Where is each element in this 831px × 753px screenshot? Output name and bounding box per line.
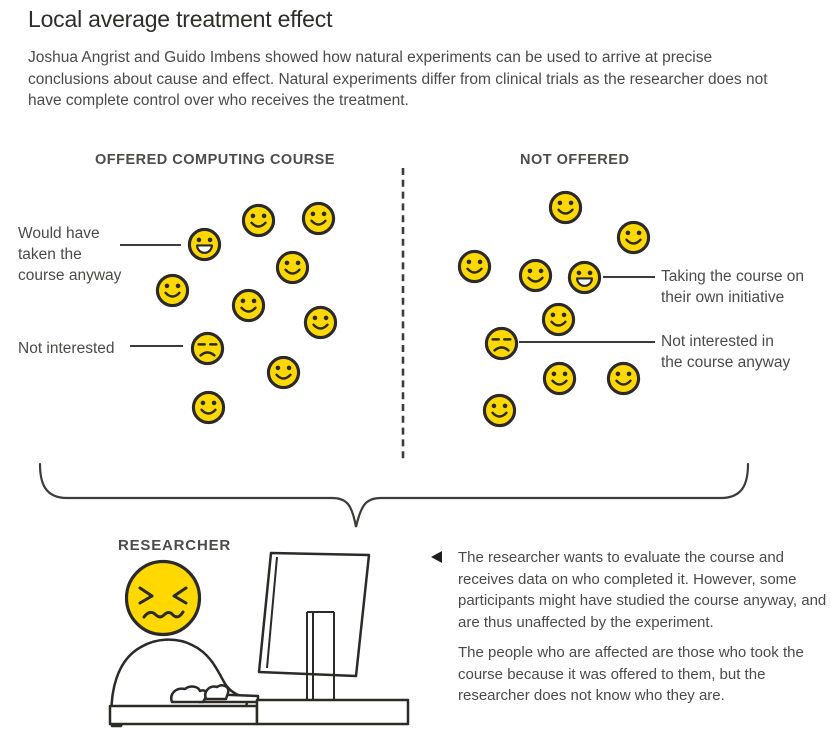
desk-right bbox=[255, 698, 410, 726]
annotation-not-interested-right: Not interested in the course anyway bbox=[661, 333, 791, 371]
desk-left bbox=[108, 704, 259, 726]
monitor-bezel-line bbox=[266, 556, 278, 669]
annotation-would-have-taken: Would have taken the course anyway bbox=[18, 225, 122, 284]
smiley-face-smile bbox=[302, 304, 339, 341]
researcher-hand-right bbox=[204, 684, 230, 701]
smiley-face-grin bbox=[186, 226, 223, 263]
annotation-not-interested-left: Not interested bbox=[18, 340, 115, 357]
researcher-body bbox=[110, 638, 250, 728]
smiley-face-smile bbox=[190, 389, 227, 426]
smiley-face-smile bbox=[540, 301, 577, 338]
smiley-face-smile bbox=[265, 354, 302, 391]
smiley-face-smile bbox=[481, 392, 518, 429]
group-header-offered: OFFERED COMPUTING COURSE bbox=[95, 152, 335, 168]
smiley-face-grin bbox=[566, 259, 603, 296]
monitor-screen bbox=[257, 551, 371, 678]
smiley-face-smile bbox=[541, 360, 578, 397]
page-title: Local average treatment effect bbox=[28, 6, 333, 32]
smiley-face-smile bbox=[240, 202, 277, 239]
researcher-label: RESEARCHER bbox=[118, 537, 232, 554]
smiley-face-smile bbox=[547, 189, 584, 226]
researcher-paragraph-2: The people who are affected are those wh… bbox=[458, 644, 804, 704]
researcher-paragraph-1: The researcher wants to evaluate the cou… bbox=[458, 549, 827, 631]
group-header-not-offered: NOT OFFERED bbox=[520, 152, 630, 168]
smiley-face-sad bbox=[483, 325, 520, 362]
smiley-face-smile bbox=[605, 360, 642, 397]
smiley-face-smile bbox=[154, 272, 191, 309]
smiley-face-smile bbox=[300, 200, 337, 237]
researcher-description: The researcher wants to evaluate the cou… bbox=[458, 547, 831, 707]
researcher-eye-right bbox=[172, 586, 188, 605]
curly-brace bbox=[38, 462, 750, 528]
keyboard bbox=[197, 692, 260, 704]
researcher-mouth bbox=[142, 610, 185, 619]
smiley-face-smile bbox=[230, 287, 267, 324]
smiley-face-smile bbox=[615, 219, 652, 256]
smiley-face-smile bbox=[456, 248, 493, 285]
researcher-face bbox=[124, 559, 202, 637]
smiley-face-smile bbox=[274, 249, 311, 286]
monitor-stand bbox=[306, 611, 335, 702]
left-pointing-triangle-icon bbox=[431, 551, 442, 563]
smiley-face-smile bbox=[517, 257, 554, 294]
intro-paragraph: Joshua Angrist and Guido Imbens showed h… bbox=[28, 49, 768, 109]
researcher-eye-left bbox=[138, 586, 154, 605]
researcher-hand-left bbox=[170, 685, 209, 704]
annotation-own-initiative: Taking the course on their own initiativ… bbox=[661, 268, 805, 306]
smiley-face-sad bbox=[189, 330, 226, 367]
